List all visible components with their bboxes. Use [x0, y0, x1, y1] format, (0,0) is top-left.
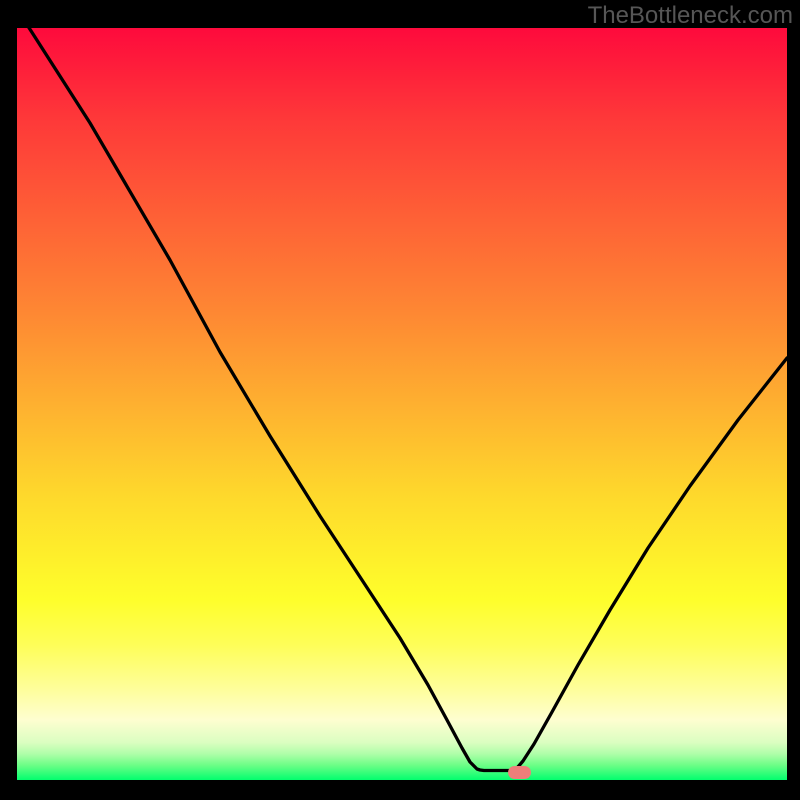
plot-area [17, 28, 787, 780]
gradient-background [17, 28, 787, 780]
marker-point [508, 766, 531, 779]
watermark-text: TheBottleneck.com [588, 2, 793, 30]
chart-container: TheBottleneck.com [0, 0, 800, 800]
